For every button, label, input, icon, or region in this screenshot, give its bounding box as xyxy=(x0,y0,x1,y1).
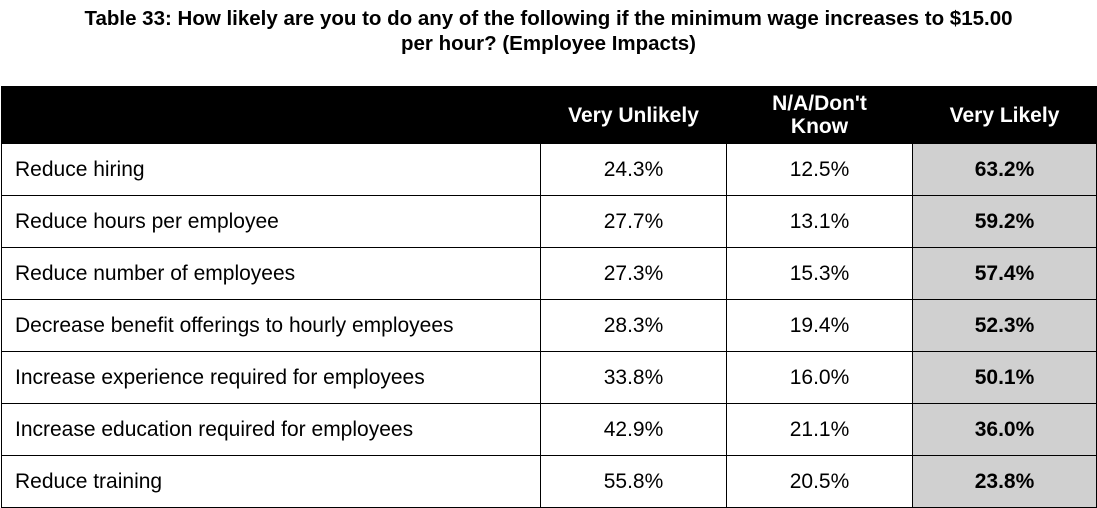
cell-very-likely: 50.1% xyxy=(912,351,1097,404)
cell-na-dont-know: 15.3% xyxy=(726,247,913,300)
cell-very-likely: 36.0% xyxy=(912,403,1097,456)
row-label: Increase experience required for employe… xyxy=(1,351,541,404)
wage-impact-table: Very Unlikely N/A/Don't Know Very Likely… xyxy=(1,86,1097,508)
cell-na-dont-know: 13.1% xyxy=(726,195,913,248)
cell-very-unlikely: 24.3% xyxy=(540,143,727,196)
cell-very-unlikely: 27.7% xyxy=(540,195,727,248)
table-row: Reduce number of employees 27.3% 15.3% 5… xyxy=(1,247,1097,300)
table-row: Increase experience required for employe… xyxy=(1,351,1097,404)
cell-na-dont-know: 12.5% xyxy=(726,143,913,196)
header-row: Very Unlikely N/A/Don't Know Very Likely xyxy=(1,86,1097,144)
cell-very-unlikely: 28.3% xyxy=(540,299,727,352)
cell-very-likely: 23.8% xyxy=(912,455,1097,508)
row-label: Decrease benefit offerings to hourly emp… xyxy=(1,299,541,352)
table-row: Reduce hours per employee 27.7% 13.1% 59… xyxy=(1,195,1097,248)
row-label: Reduce hours per employee xyxy=(1,195,541,248)
table-row: Increase education required for employee… xyxy=(1,403,1097,456)
cell-very-likely: 57.4% xyxy=(912,247,1097,300)
row-label: Increase education required for employee… xyxy=(1,403,541,456)
header-na-dont-know: N/A/Don't Know xyxy=(726,86,913,144)
row-label: Reduce number of employees xyxy=(1,247,541,300)
cell-na-dont-know: 20.5% xyxy=(726,455,913,508)
cell-na-dont-know: 19.4% xyxy=(726,299,913,352)
table-row: Decrease benefit offerings to hourly emp… xyxy=(1,299,1097,352)
table-title-line-1: Table 33: How likely are you to do any o… xyxy=(84,7,1013,30)
cell-very-likely: 59.2% xyxy=(912,195,1097,248)
table-title-line-2: per hour? (Employee Impacts) xyxy=(400,32,697,55)
table-row: Reduce hiring 24.3% 12.5% 63.2% xyxy=(1,143,1097,196)
cell-very-unlikely: 42.9% xyxy=(540,403,727,456)
cell-na-dont-know: 16.0% xyxy=(726,351,913,404)
cell-na-dont-know: 21.1% xyxy=(726,403,913,456)
cell-very-unlikely: 33.8% xyxy=(540,351,727,404)
row-label: Reduce hiring xyxy=(1,143,541,196)
table-title: Table 33: How likely are you to do any o… xyxy=(0,6,1097,56)
header-very-unlikely: Very Unlikely xyxy=(540,86,727,144)
cell-very-likely: 63.2% xyxy=(912,143,1097,196)
table-row: Reduce training 55.8% 20.5% 23.8% xyxy=(1,455,1097,508)
row-label: Reduce training xyxy=(1,455,541,508)
header-blank xyxy=(1,86,541,144)
cell-very-likely: 52.3% xyxy=(912,299,1097,352)
header-very-likely: Very Likely xyxy=(912,86,1097,144)
cell-very-unlikely: 27.3% xyxy=(540,247,727,300)
cell-very-unlikely: 55.8% xyxy=(540,455,727,508)
